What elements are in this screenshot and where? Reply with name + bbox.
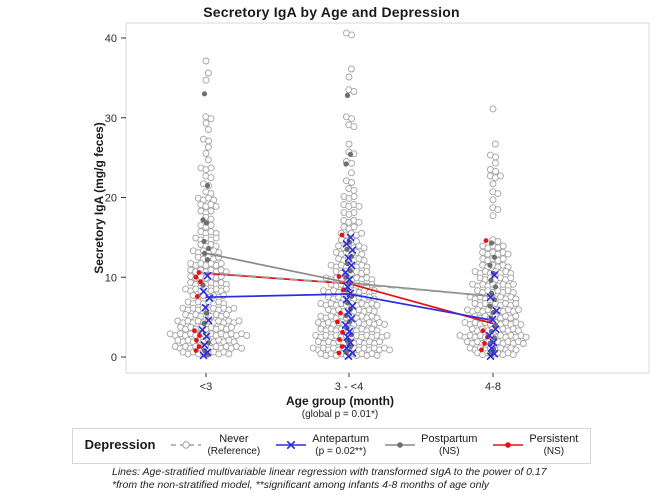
legend-label-postpartum: Postpartum: [421, 433, 478, 445]
x-axis-note: (global p = 0.01*): [301, 409, 379, 420]
svg-text:<3: <3: [200, 381, 213, 393]
legend-box: Depression Never (Reference) Antepartum …: [71, 428, 592, 465]
never-key-icon: [169, 436, 203, 454]
legend-sub-persistent: (NS): [543, 446, 565, 458]
plot-svg: 0 10 20 30 40 <3 3 - <4 4-8: [105, 22, 650, 393]
legend-label-never: Never: [219, 433, 249, 445]
footnote-line-2: *from the non-stratified model, **signif…: [112, 479, 490, 492]
svg-text:40: 40: [105, 33, 117, 45]
footnote-line-1: Lines: Age-stratified multivariable line…: [112, 466, 547, 478]
svg-text:0: 0: [111, 352, 117, 364]
svg-text:20: 20: [105, 193, 117, 205]
legend-sub-never: (Reference): [207, 446, 261, 458]
svg-text:10: 10: [105, 272, 117, 284]
legend-title: Depression: [84, 437, 156, 452]
legend-sub-postpartum: (NS): [439, 446, 460, 458]
y-axis-label: Secretory IgA (mg/g feces): [92, 122, 106, 274]
persistent-key-icon: [491, 436, 525, 454]
legend-sub-antepartum: (p = 0.02**): [315, 446, 367, 458]
legend: Depression Never (Reference) Antepartum …: [0, 428, 663, 465]
legend-item-antepartum: Antepartum (p = 0.02**): [274, 433, 369, 458]
footnotes: Lines: Age-stratified multivariable line…: [112, 466, 547, 492]
legend-label-persistent: Persistent: [529, 433, 579, 445]
x-axis-label: Age group (month): [286, 394, 394, 408]
legend-label-antepartum: Antepartum: [312, 433, 370, 445]
legend-item-postpartum: Postpartum (NS): [383, 433, 477, 458]
svg-text:30: 30: [105, 113, 117, 125]
legend-item-never: Never (Reference): [169, 433, 260, 458]
svg-text:3 - <4: 3 - <4: [335, 381, 363, 393]
antepartum-key-icon: [274, 436, 308, 454]
legend-item-persistent: Persistent (NS): [491, 433, 578, 458]
svg-text:4-8: 4-8: [485, 381, 501, 393]
postpartum-key-icon: [383, 436, 417, 454]
chart-title: Secretory IgA by Age and Depression: [203, 4, 460, 20]
